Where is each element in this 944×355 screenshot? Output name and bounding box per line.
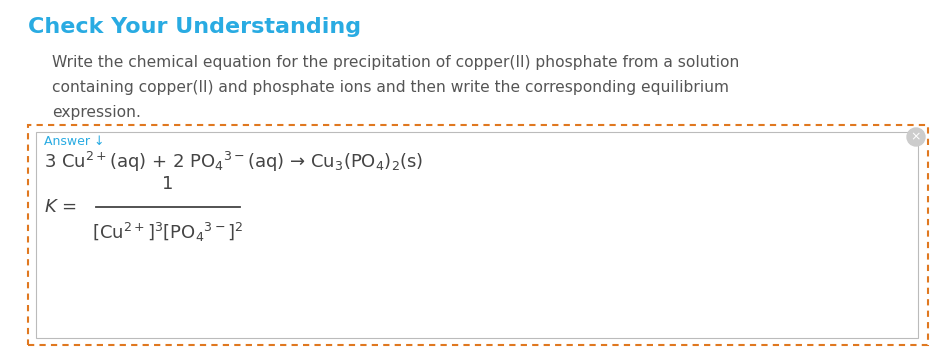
FancyBboxPatch shape bbox=[36, 132, 917, 338]
Text: [Cu$^{2+}$]$^3$[PO$_4$$^{3-}$]$^2$: [Cu$^{2+}$]$^3$[PO$_4$$^{3-}$]$^2$ bbox=[93, 221, 244, 244]
FancyBboxPatch shape bbox=[28, 125, 927, 345]
Text: Check Your Understanding: Check Your Understanding bbox=[28, 17, 361, 37]
Text: 3 Cu$^{2+}$(aq) + 2 PO$_4$$^{3-}$(aq) → Cu$_3$(PO$_4$)$_2$(s): 3 Cu$^{2+}$(aq) + 2 PO$_4$$^{3-}$(aq) → … bbox=[44, 150, 423, 174]
Text: ×: × bbox=[910, 131, 920, 143]
Circle shape bbox=[906, 128, 924, 146]
Text: expression.: expression. bbox=[52, 105, 141, 120]
Text: Answer ↓: Answer ↓ bbox=[44, 135, 105, 148]
Text: Write the chemical equation for the precipitation of copper(II) phosphate from a: Write the chemical equation for the prec… bbox=[52, 55, 738, 70]
Text: $K$ =: $K$ = bbox=[44, 198, 78, 216]
Text: 1: 1 bbox=[162, 175, 174, 193]
Text: containing copper(II) and phosphate ions and then write the corresponding equili: containing copper(II) and phosphate ions… bbox=[52, 80, 728, 95]
